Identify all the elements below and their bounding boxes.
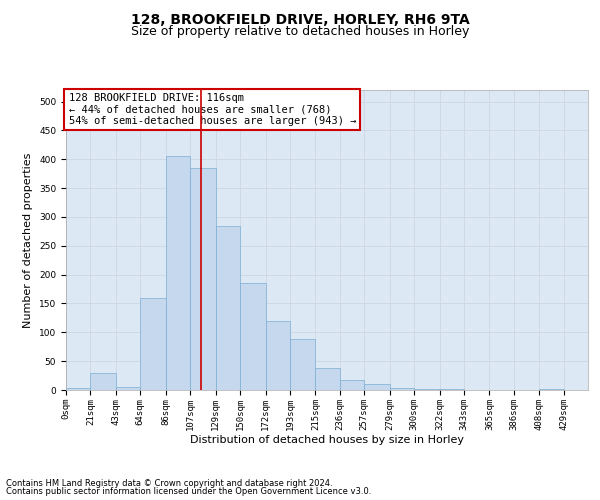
Text: Contains public sector information licensed under the Open Government Licence v3: Contains public sector information licen… (6, 487, 371, 496)
Bar (539, 389, 563, 390)
Bar (215, 226, 240, 390)
Text: 128 BROOKFIELD DRIVE: 116sqm
← 44% of detached houses are smaller (768)
54% of s: 128 BROOKFIELD DRIVE: 116sqm ← 44% of de… (68, 93, 356, 126)
Bar (340, 380, 364, 390)
Bar (290, 339, 316, 390)
Bar (190, 168, 215, 390)
Text: Size of property relative to detached houses in Horley: Size of property relative to detached ho… (131, 25, 469, 38)
Bar (414, 389, 440, 390)
Bar (166, 156, 190, 390)
Bar (91, 372, 116, 390)
Bar (389, 388, 414, 390)
Bar (266, 321, 290, 390)
Bar (116, 387, 140, 390)
Bar (140, 298, 166, 390)
Y-axis label: Number of detached properties: Number of detached properties (23, 152, 34, 328)
Bar (240, 284, 266, 390)
X-axis label: Distribution of detached houses by size in Horley: Distribution of detached houses by size … (190, 436, 464, 446)
Bar (364, 384, 389, 390)
Bar (66, 388, 91, 390)
Text: 128, BROOKFIELD DRIVE, HORLEY, RH6 9TA: 128, BROOKFIELD DRIVE, HORLEY, RH6 9TA (131, 12, 469, 26)
Text: Contains HM Land Registry data © Crown copyright and database right 2024.: Contains HM Land Registry data © Crown c… (6, 478, 332, 488)
Bar (316, 368, 340, 390)
